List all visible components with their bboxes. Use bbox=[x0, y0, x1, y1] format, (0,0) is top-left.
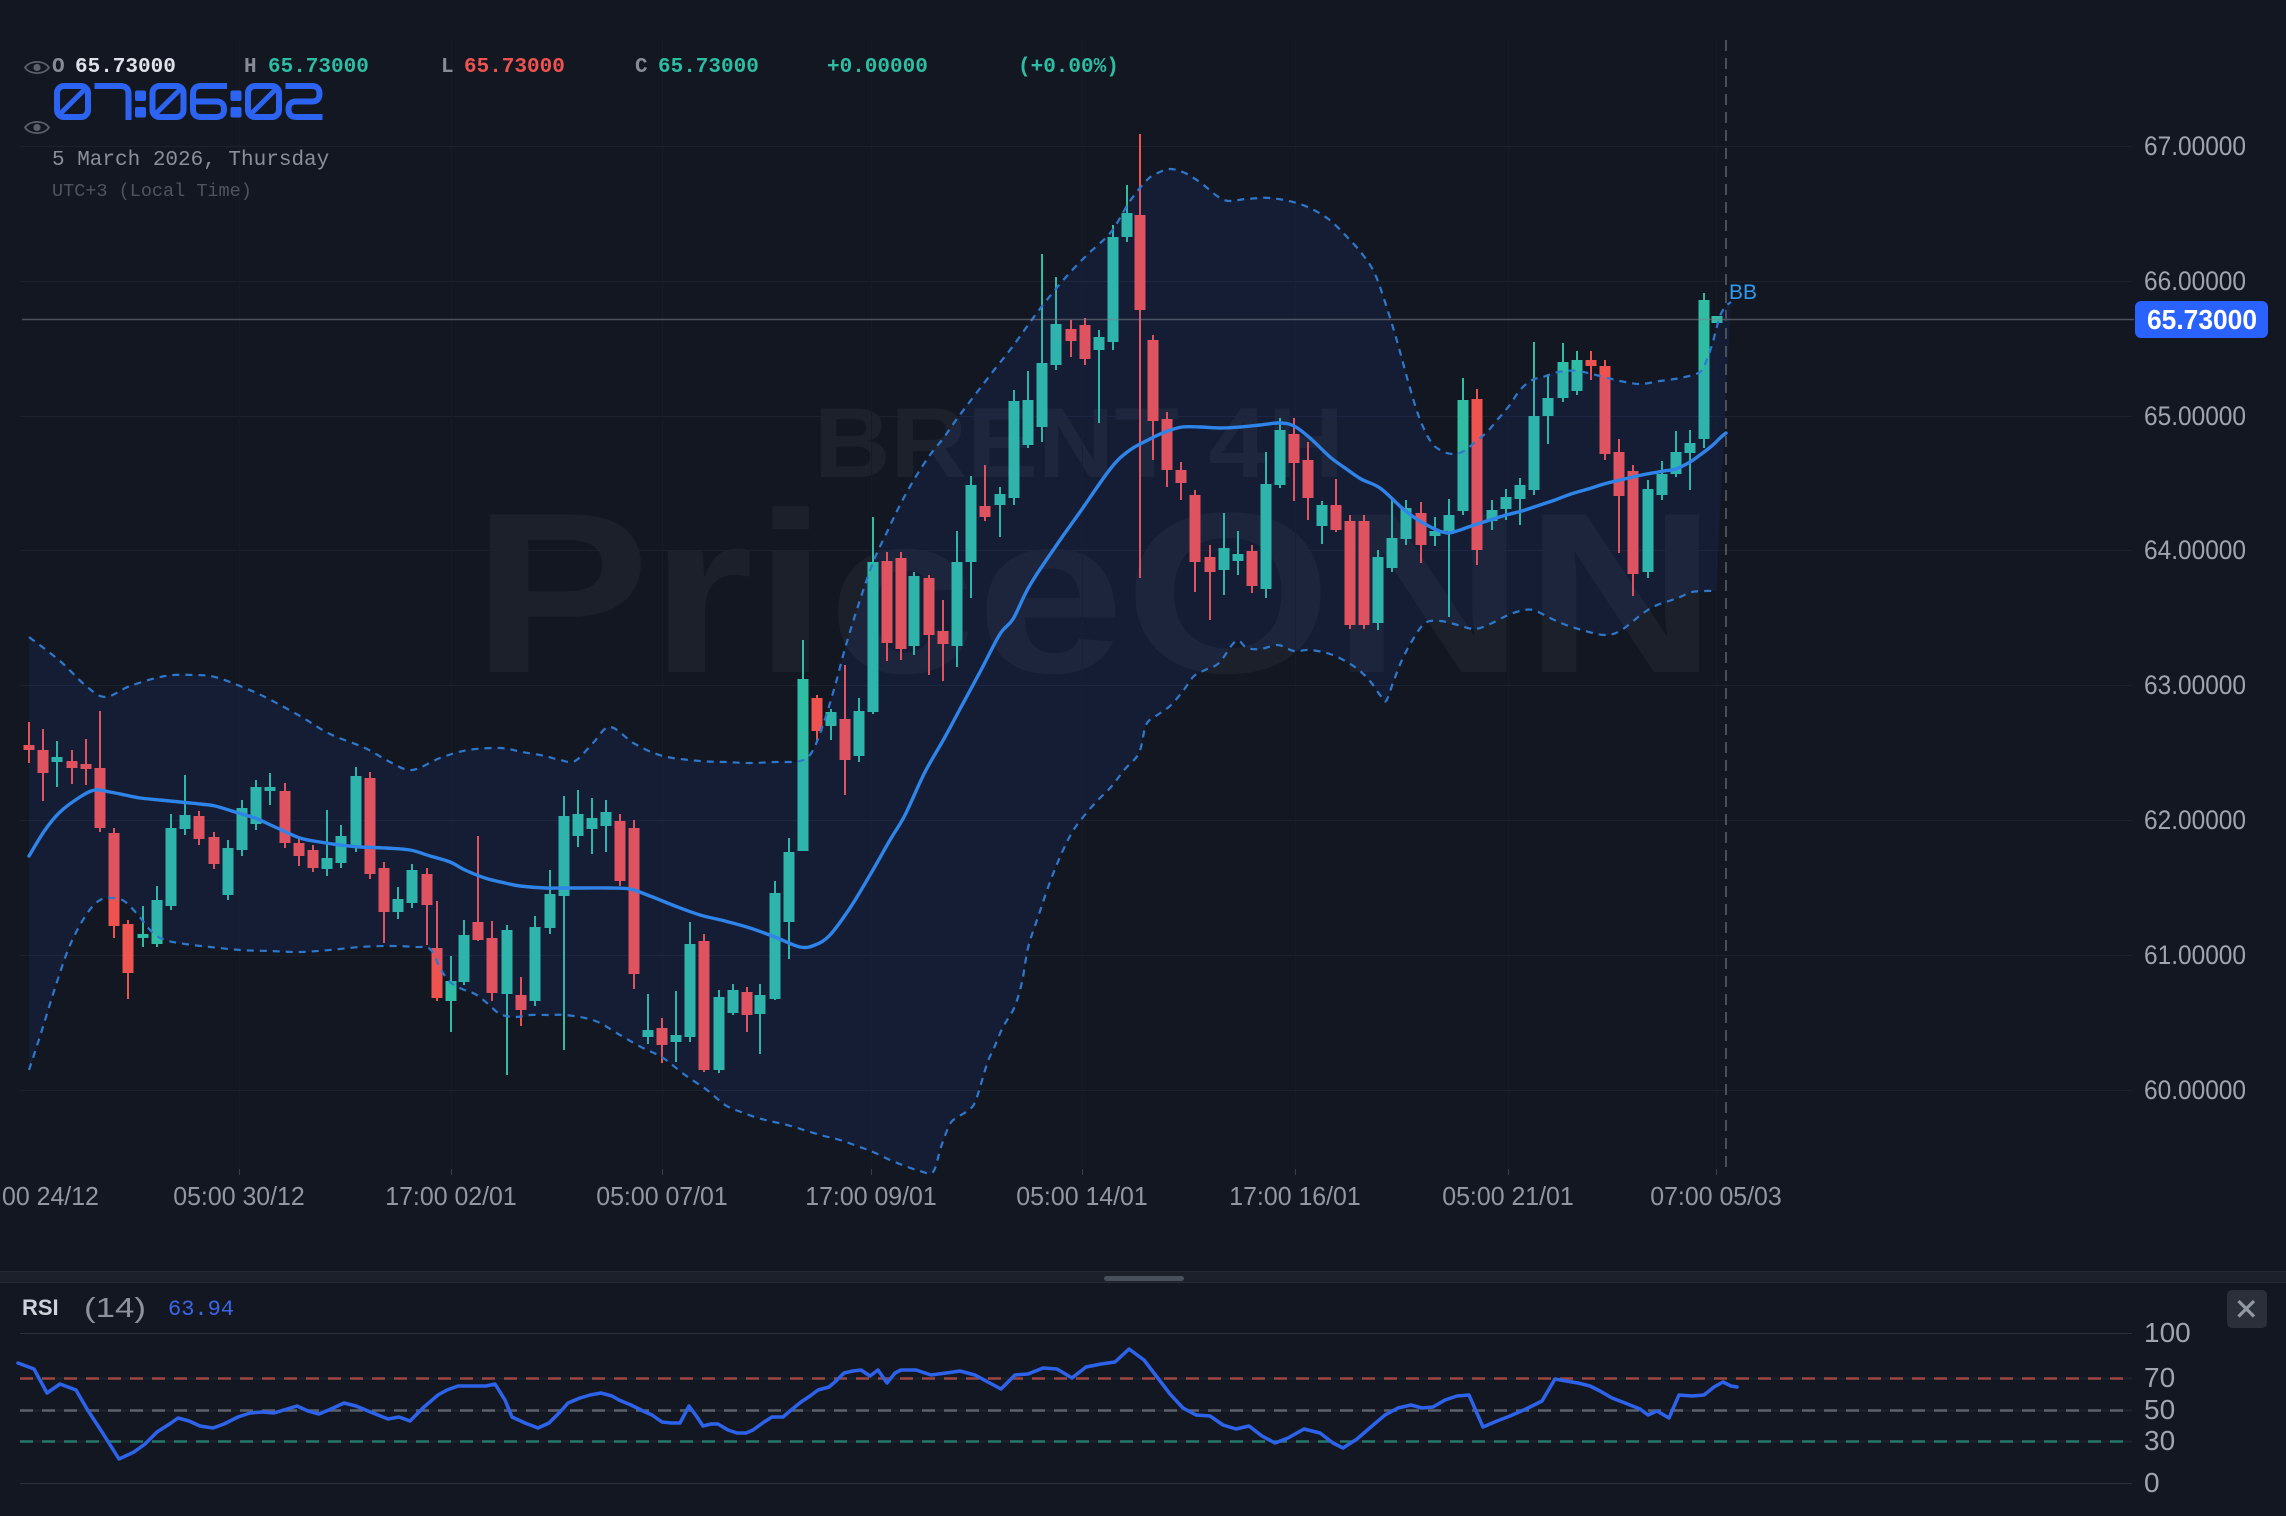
svg-text:05:00 07/01: 05:00 07/01 bbox=[596, 1181, 728, 1211]
svg-text:07:00 05/03: 07:00 05/03 bbox=[1650, 1181, 1782, 1211]
svg-text:17:00 02/01: 17:00 02/01 bbox=[385, 1181, 517, 1211]
svg-text:00 24/12: 00 24/12 bbox=[2, 1181, 99, 1211]
svg-text:17:00 16/01: 17:00 16/01 bbox=[1229, 1181, 1361, 1211]
svg-text:100: 100 bbox=[2144, 1317, 2191, 1348]
svg-text:65.00000: 65.00000 bbox=[2144, 401, 2246, 431]
svg-text:65.73000: 65.73000 bbox=[268, 56, 369, 79]
svg-text:O: O bbox=[52, 56, 65, 79]
svg-text:65.73000: 65.73000 bbox=[75, 56, 176, 79]
svg-text:RSI: RSI bbox=[22, 1295, 59, 1320]
svg-text:70: 70 bbox=[2144, 1362, 2175, 1393]
svg-text:+0.00000: +0.00000 bbox=[827, 56, 928, 79]
svg-text:67.00000: 67.00000 bbox=[2144, 131, 2246, 161]
svg-text:05:00 30/12: 05:00 30/12 bbox=[173, 1181, 305, 1211]
svg-text:0: 0 bbox=[2144, 1467, 2160, 1498]
svg-text:C: C bbox=[635, 56, 648, 79]
svg-text:65.73000: 65.73000 bbox=[464, 56, 565, 79]
svg-text:63.00000: 63.00000 bbox=[2144, 670, 2246, 700]
svg-text:05:00 14/01: 05:00 14/01 bbox=[1016, 1181, 1148, 1211]
svg-text:(+0.00%): (+0.00%) bbox=[1018, 56, 1119, 79]
svg-text:65.73000: 65.73000 bbox=[2147, 304, 2257, 335]
svg-text:65.73000: 65.73000 bbox=[658, 56, 759, 79]
svg-text:BB: BB bbox=[1729, 281, 1757, 304]
svg-text:UTC+3 (Local Time): UTC+3 (Local Time) bbox=[52, 181, 252, 202]
svg-text:05:00 21/01: 05:00 21/01 bbox=[1442, 1181, 1574, 1211]
svg-text:30: 30 bbox=[2144, 1425, 2175, 1456]
svg-text:17:00 09/01: 17:00 09/01 bbox=[805, 1181, 937, 1211]
svg-text:63.94: 63.94 bbox=[168, 1297, 234, 1322]
svg-text:60.00000: 60.00000 bbox=[2144, 1075, 2246, 1105]
svg-text:50: 50 bbox=[2144, 1394, 2175, 1425]
svg-text:BRENT 4H: BRENT 4H bbox=[814, 387, 1344, 498]
svg-text:66.00000: 66.00000 bbox=[2144, 266, 2246, 296]
svg-text:64.00000: 64.00000 bbox=[2144, 535, 2246, 565]
svg-text:61.00000: 61.00000 bbox=[2144, 940, 2246, 970]
svg-text:H: H bbox=[244, 56, 257, 79]
svg-text:(14): (14) bbox=[84, 1292, 146, 1323]
svg-text:5 March 2026, Thursday: 5 March 2026, Thursday bbox=[52, 149, 329, 172]
svg-text:62.00000: 62.00000 bbox=[2144, 805, 2246, 835]
svg-text:L: L bbox=[441, 56, 454, 79]
